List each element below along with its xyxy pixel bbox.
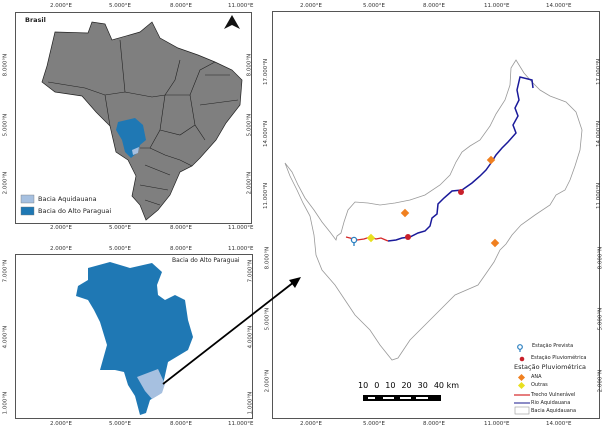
scale-label: 10 [358, 381, 369, 390]
legend-swatch-alto-paraguai [20, 206, 35, 216]
tick-e: 8.000°E [170, 225, 192, 231]
brazil-title: Brasil [25, 16, 46, 24]
scale-label: 20 [401, 381, 412, 390]
legend-pluvio-icon [519, 356, 525, 362]
tick-e: 2.000°E [50, 421, 72, 427]
tick-e: 2.000°E [300, 3, 322, 9]
legend-outras: Outras [531, 382, 548, 388]
legend-label-alto-paraguai: Bacia do Alto Paraguai [38, 207, 112, 215]
legend-prevista: Estação Prevista [532, 343, 574, 349]
tick-e: 5.000°E [109, 246, 131, 252]
legend-pin-icon [517, 344, 523, 352]
scale-label: 40 km [433, 381, 459, 390]
scale-label: 30 [417, 381, 428, 390]
tick-e: 14.000°E [546, 3, 572, 9]
legend-heading: Estação Pluviométrica [514, 363, 587, 371]
estacao-pluviometrica-marker [458, 189, 464, 195]
aquidauana-basin-small [132, 147, 139, 155]
ana-station-marker [400, 208, 410, 218]
aquidauana-basin [137, 369, 165, 399]
tick-e: 2.000°E [50, 246, 72, 252]
tick-e: 11.000°E [228, 246, 254, 252]
tick-e: 5.000°E [109, 225, 131, 231]
tick-e: 8.000°E [170, 421, 192, 427]
tick-e: 8.000°E [170, 246, 192, 252]
tick-e: 8.000°E [423, 3, 445, 9]
estacao-pluviometrica-marker [405, 234, 411, 240]
state-borders [47, 39, 239, 206]
legend-ana-icon [517, 373, 526, 382]
scale-label: 0 [374, 381, 380, 390]
tick-e: 11.000°E [228, 421, 254, 427]
legend-ana: ANA [531, 374, 542, 380]
tick-e: 5.000°E [363, 421, 385, 427]
tick-e: 11.000°E [484, 421, 510, 427]
legend-trecho: Trecho Vulnerável [531, 392, 576, 398]
ana-station-marker [486, 155, 496, 165]
scale-label: 10 [385, 381, 396, 390]
estacao-prevista-pin-icon [350, 236, 358, 246]
legend-bacia-swatch [514, 406, 530, 415]
arrow-head-icon [289, 277, 301, 288]
legend-swatch-aquidauana [20, 194, 35, 204]
rio-aquidauana [387, 76, 534, 242]
scale-labels: 10 0 10 20 30 40 km [358, 381, 459, 390]
aquidauana-basin-outline [284, 59, 583, 361]
legend-outras-icon [517, 381, 526, 390]
north-arrow-icon [224, 15, 240, 29]
tick-e: 11.000°E [228, 225, 254, 231]
tick-e: 5.000°E [363, 3, 385, 9]
legend-label-aquidauana: Bacia Aquidauana [38, 195, 97, 203]
tick-e: 11.000°E [484, 3, 510, 9]
legend-rio: Rio Aquidauana [531, 400, 571, 406]
tick-e: 5.000°E [109, 3, 131, 9]
tick-e: 2.000°E [50, 3, 72, 9]
tick-e: 2.000°E [300, 421, 322, 427]
tick-e: 11.000°E [228, 3, 254, 9]
link-arrow [162, 281, 295, 385]
ana-station-marker [490, 238, 500, 248]
brazil-shape [41, 21, 243, 221]
tick-e: 8.000°E [170, 3, 192, 9]
legend-pluviometrica: Estação Pluviométrica [531, 355, 587, 361]
tick-e: 5.000°E [109, 421, 131, 427]
tick-e: 14.000°E [546, 421, 572, 427]
outras-station-marker [366, 233, 376, 243]
tick-e: 2.000°E [50, 225, 72, 231]
tick-e: 8.000°E [423, 421, 445, 427]
legend-bacia: Bacia Aquidauana [531, 408, 577, 414]
alto-paraguai-title: Bacia do Alto Paraguai [172, 257, 240, 264]
alto-paraguai-basin [76, 262, 193, 415]
